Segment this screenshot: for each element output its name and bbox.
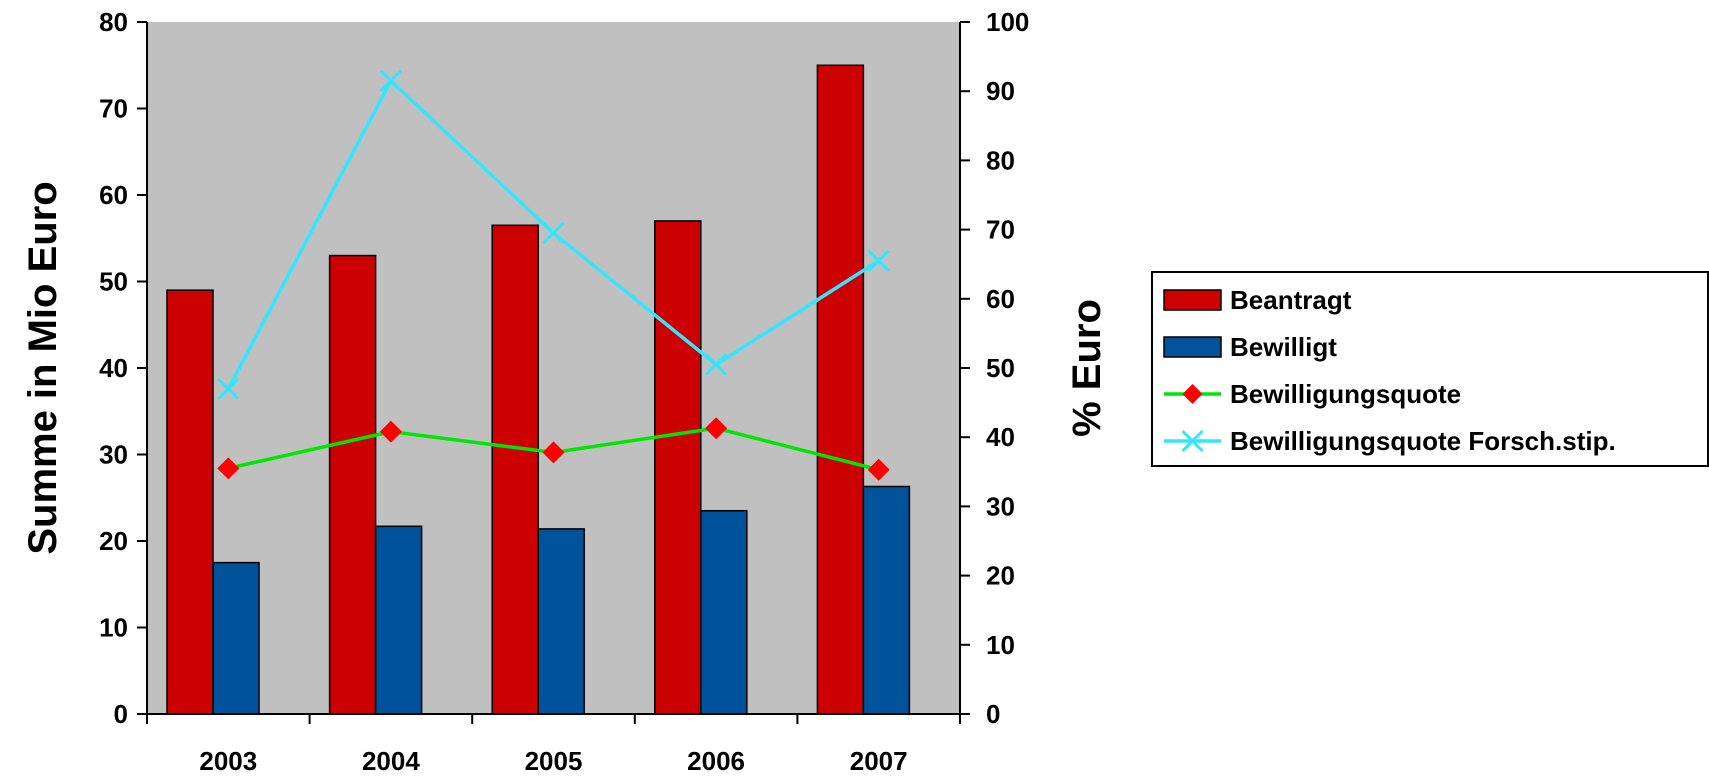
point-series-0-2005 <box>542 441 565 464</box>
tick-label-layer: 0 10 20 30 40 50 60 70 80 0 10 20 30 40 50 60 70 80 90 100 2… <box>99 7 1029 776</box>
y-tick-label: 60 <box>99 180 128 210</box>
point-series-0-2007 <box>867 458 890 481</box>
y-tick-label: 40 <box>99 353 128 383</box>
y-tick-label: 30 <box>99 440 128 470</box>
legend-label-bewilligt: Bewilligt <box>1230 332 1337 362</box>
line-layer <box>217 69 890 481</box>
bar-beantragt-2004 <box>328 254 377 715</box>
legend-swatch-bewilligt <box>1163 336 1222 358</box>
y2-tick-label: 10 <box>986 630 1015 660</box>
x-tick-label-2007: 2007 <box>850 746 908 776</box>
legend-label-beantragt: Beantragt <box>1230 285 1352 315</box>
y2-axis-title: % Euro <box>1065 299 1109 437</box>
point-series-1-2005 <box>542 221 565 245</box>
bar-bewilligt-2007 <box>862 485 911 715</box>
legend-label-bewilligungsquote-forsch-stip-: Bewilligungsquote Forsch.stip. <box>1230 426 1616 456</box>
legend: Beantragt Bewilligt Bewilligungsquote Bewil… <box>1151 271 1709 467</box>
y2-tick-label: 0 <box>986 699 1000 729</box>
y-tick-label: 10 <box>99 613 128 643</box>
y2-tick-label: 90 <box>986 76 1015 106</box>
legend-marker-bewilligungsquote-forsch-stip- <box>1181 429 1204 453</box>
bar-beantragt-2007 <box>816 64 865 715</box>
bar-beantragt-2003 <box>166 289 214 715</box>
y2-tick-label: 50 <box>986 353 1015 383</box>
point-series-1-2006 <box>705 353 728 376</box>
bar-bewilligt-2006 <box>700 509 748 715</box>
x-tick-label-2006: 2006 <box>687 746 745 776</box>
y-tick-label: 0 <box>114 699 128 729</box>
point-series-0-2004 <box>379 420 402 443</box>
y-axis-title: Summe in Mio Euro <box>21 181 65 554</box>
bar-bewilligt-2004 <box>374 525 423 715</box>
y2-tick-label: 60 <box>986 284 1015 314</box>
point-series-1-2004 <box>379 69 402 92</box>
legend-marker-bewilligungsquote <box>1182 384 1203 404</box>
x-tick-label-2003: 2003 <box>199 746 257 776</box>
y2-tick-label: 70 <box>986 215 1015 245</box>
bar-bewilligt-2005 <box>537 528 585 715</box>
point-series-1-2007 <box>867 249 890 272</box>
bar-beantragt-2006 <box>654 220 702 715</box>
x-tick-label-2004: 2004 <box>362 746 420 776</box>
y2-tick-label: 100 <box>986 7 1029 37</box>
y2-tick-label: 20 <box>986 561 1015 591</box>
legend-label-bewilligungsquote: Bewilligungsquote <box>1230 379 1461 409</box>
axes-layer <box>137 21 970 724</box>
bar-bewilligt-2003 <box>212 561 260 715</box>
y2-tick-label: 30 <box>986 491 1015 521</box>
y-tick-label: 70 <box>99 94 128 124</box>
point-series-0-2003 <box>217 457 240 480</box>
point-series-1-2003 <box>217 377 240 400</box>
legend-box <box>1151 271 1709 467</box>
y-tick-label: 20 <box>99 526 128 556</box>
bar-layer <box>166 64 911 715</box>
bar-beantragt-2005 <box>491 224 539 715</box>
x-tick-label-2005: 2005 <box>525 746 583 776</box>
point-series-0-2006 <box>705 417 728 440</box>
y-tick-label: 50 <box>99 267 128 297</box>
y-tick-label: 80 <box>99 7 128 37</box>
y2-tick-label: 40 <box>986 422 1015 452</box>
legend-swatch-beantragt <box>1163 289 1222 311</box>
y2-tick-label: 80 <box>986 145 1015 175</box>
